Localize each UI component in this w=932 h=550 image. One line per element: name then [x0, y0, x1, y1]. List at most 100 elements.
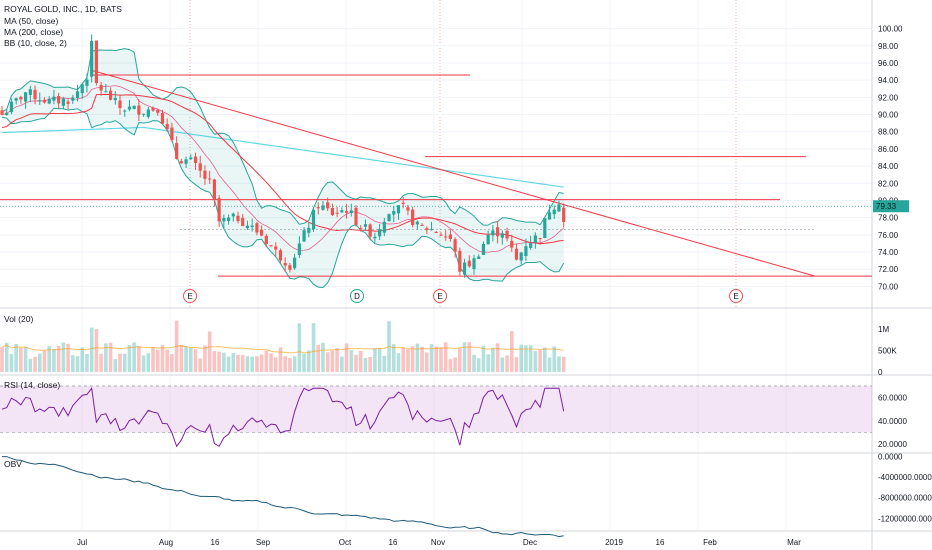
- candle-body: [524, 246, 528, 256]
- candle-body: [411, 209, 415, 226]
- volume-bar: [288, 357, 292, 372]
- time-tick-label: Aug: [159, 538, 173, 547]
- volume-bar: [118, 353, 122, 372]
- volume-bar: [151, 347, 155, 372]
- volume-bar: [561, 356, 566, 372]
- candle-body: [349, 210, 353, 214]
- volume-bar: [382, 355, 387, 372]
- volume-bar: [330, 350, 335, 372]
- volume-bar: [363, 358, 368, 372]
- candle-body: [75, 91, 80, 98]
- event-marker: [729, 289, 743, 303]
- volume-bar: [396, 353, 401, 372]
- volume-bar: [505, 355, 509, 372]
- obv-pane[interactable]: [2, 456, 564, 538]
- volume-bar: [37, 353, 42, 372]
- candle-body: [5, 112, 9, 116]
- candle-body: [359, 227, 363, 229]
- volume-bar: [354, 354, 358, 372]
- candle-body: [477, 256, 481, 259]
- candle-body: [557, 204, 561, 212]
- volume-bar: [193, 348, 198, 372]
- volume-bar: [240, 354, 245, 372]
- volume-bar: [56, 345, 61, 372]
- candle-body: [269, 245, 273, 247]
- volume-bar: [528, 345, 533, 372]
- obv-tick-label: -8000000.0000: [878, 494, 932, 503]
- volume-tick-label: 0: [878, 368, 883, 377]
- candle-body: [538, 237, 542, 240]
- time-tick-label: 16: [211, 538, 220, 547]
- volume-bar: [231, 352, 236, 372]
- volume-bar: [509, 331, 514, 372]
- rsi-pane[interactable]: [0, 385, 872, 448]
- candle-body: [500, 233, 504, 238]
- volume-bar: [99, 353, 103, 372]
- candle-body: [373, 236, 377, 239]
- volume-bar: [283, 356, 287, 372]
- candle-body: [444, 236, 448, 238]
- candle-body: [113, 97, 117, 101]
- volume-bar: [52, 349, 56, 372]
- volume-pane[interactable]: [0, 320, 566, 372]
- price-tick-label: 90.00: [878, 111, 899, 120]
- volume-bar: [19, 347, 23, 372]
- obv-tick-label: -4000000.0000: [878, 473, 932, 482]
- candle-body: [14, 98, 18, 101]
- volume-bar: [273, 357, 278, 372]
- obv-title: OBV: [4, 459, 22, 469]
- candle-body: [307, 227, 311, 233]
- volume-bar: [28, 358, 33, 372]
- volume-bar: [495, 343, 500, 372]
- candle-body: [425, 228, 429, 231]
- time-tick-label: 16: [389, 538, 398, 547]
- candle-body: [382, 221, 386, 233]
- ma50-line: [1, 93, 564, 245]
- volume-bar: [307, 350, 311, 372]
- price-tick-label: 78.00: [878, 214, 899, 223]
- volume-bar: [250, 356, 254, 372]
- volume-bar: [146, 353, 151, 372]
- bb-fill: [2, 48, 564, 288]
- candle-body: [132, 105, 136, 109]
- price-tick-label: 92.00: [878, 93, 899, 102]
- candle-body: [321, 205, 325, 210]
- candle-body: [9, 101, 14, 113]
- volume-bar: [113, 359, 118, 372]
- volume-bar: [443, 342, 448, 372]
- candle-body: [146, 109, 150, 117]
- volume-bar: [533, 351, 538, 372]
- candle-body: [175, 143, 179, 159]
- candle-body: [156, 109, 160, 113]
- candle-body: [448, 234, 452, 239]
- volume-bar: [311, 323, 316, 372]
- volume-bar: [448, 359, 453, 372]
- volume-bar: [500, 357, 505, 372]
- price-tick-label: 82.00: [878, 179, 899, 188]
- volume-bar: [189, 347, 193, 372]
- volume-bar: [122, 353, 127, 372]
- candle-body: [274, 246, 278, 250]
- candle-body: [38, 100, 42, 102]
- volume-tick-label: 1M: [878, 325, 889, 334]
- candle-body: [170, 127, 174, 141]
- candle-body: [198, 163, 202, 171]
- time-tick-label: Feb: [703, 538, 717, 547]
- rsi-tick-label: 40.0000: [878, 417, 907, 426]
- candle-body: [255, 223, 259, 233]
- volume-bar: [467, 342, 472, 372]
- volume-bar: [519, 344, 523, 372]
- volume-bar: [94, 329, 99, 372]
- volume-bar: [425, 352, 429, 372]
- candle-body: [288, 265, 292, 270]
- volume-bar: [226, 356, 231, 372]
- volume-bar: [420, 346, 424, 372]
- price-tick-label: 86.00: [878, 145, 899, 154]
- time-tick-label: Oct: [339, 538, 352, 547]
- candle-body: [368, 224, 372, 237]
- volume-bar: [184, 346, 188, 372]
- volume-bar: [264, 350, 269, 372]
